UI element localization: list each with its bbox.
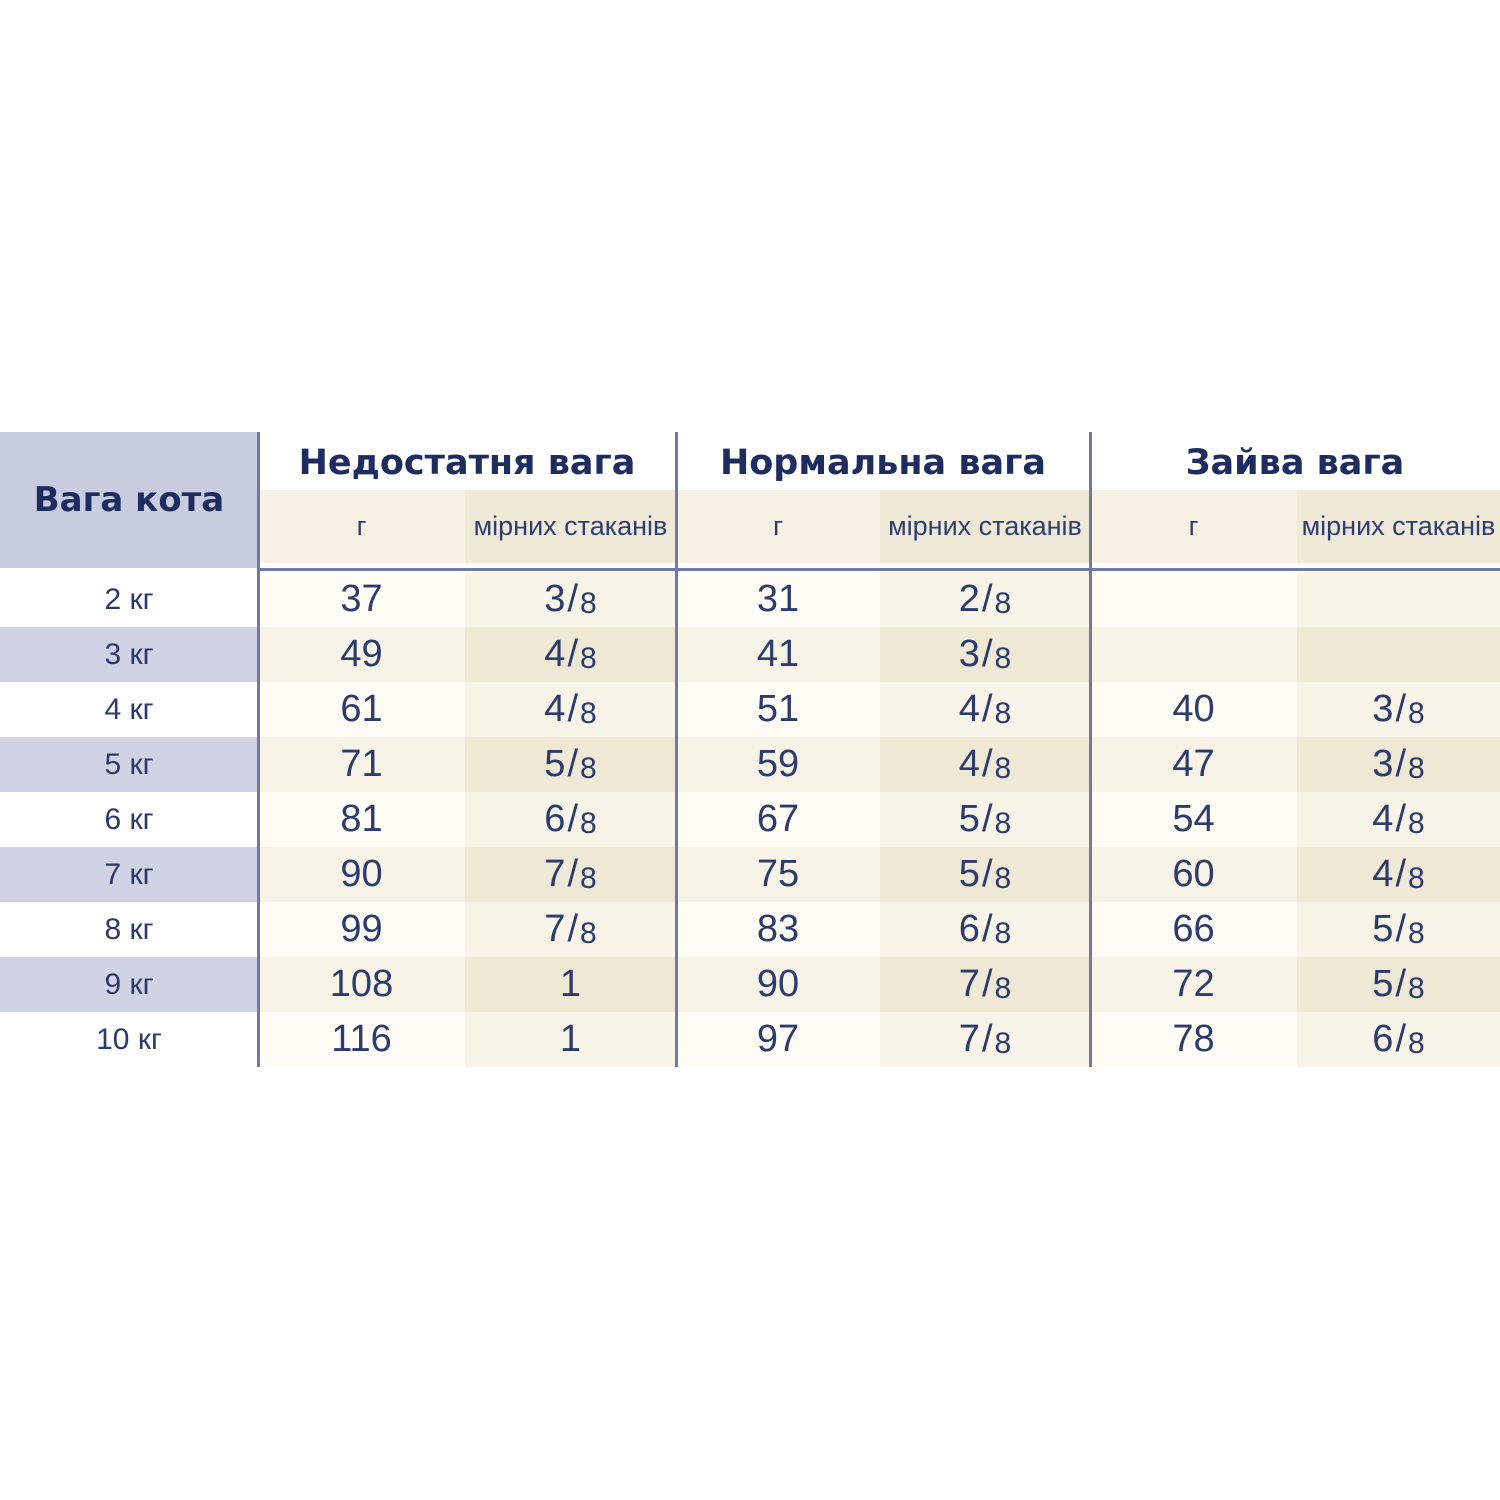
weight-cell: 8 кг (0, 902, 258, 957)
cups-cell: 1 (465, 957, 676, 1012)
cups-cell: 5/8 (880, 847, 1090, 902)
cups-cell: 3/8 (1297, 682, 1500, 737)
grams-cell: 51 (676, 682, 880, 737)
cups-cell: 7/8 (465, 902, 676, 957)
weight-cell: 4 кг (0, 682, 258, 737)
group-header-overweight: Зайва вага г мірних стаканів (1090, 432, 1500, 568)
group-title: Недостатня вага (298, 443, 636, 483)
grams-cell: 59 (676, 737, 880, 792)
column-divider (675, 432, 678, 1067)
group-title: Зайва вага (1185, 443, 1405, 483)
grams-cell: 31 (676, 572, 880, 627)
table-row: 10 кг 116 1 97 7/8 78 6/8 (0, 1012, 1500, 1067)
weight-cell: 9 кг (0, 957, 258, 1012)
grams-cell: 40 (1090, 682, 1297, 737)
table-row: 6 кг 81 6/8 67 5/8 54 4/8 (0, 792, 1500, 847)
grams-cell: 97 (676, 1012, 880, 1067)
column-divider (257, 432, 260, 1067)
cups-cell: 5/8 (1297, 902, 1500, 957)
cups-unit-header: мірних стаканів (1297, 490, 1500, 563)
grams-cell: 37 (258, 572, 465, 627)
cups-cell: 4/8 (465, 627, 676, 682)
cups-cell: 5/8 (1297, 957, 1500, 1012)
grams-cell: 90 (676, 957, 880, 1012)
grams-cell: 116 (258, 1012, 465, 1067)
grams-cell: 61 (258, 682, 465, 737)
header-rule (258, 568, 1500, 571)
cups-cell: 3/8 (465, 572, 676, 627)
cups-cell: 4/8 (880, 737, 1090, 792)
cups-unit-header: мірних стаканів (880, 490, 1090, 563)
grams-cell (1090, 627, 1297, 682)
weight-column-header-label: Вага кота (33, 480, 225, 520)
weight-cell: 6 кг (0, 792, 258, 847)
group-header-underweight: Недостатня вага г мірних стаканів (258, 432, 676, 568)
cups-cell: 6/8 (1297, 1012, 1500, 1067)
cups-cell: 7/8 (880, 957, 1090, 1012)
weight-cell: 10 кг (0, 1012, 258, 1067)
cups-cell: 5/8 (465, 737, 676, 792)
grams-cell: 83 (676, 902, 880, 957)
weight-cell: 3 кг (0, 627, 258, 682)
group-header-normal-weight: Нормальна вага г мірних стаканів (676, 432, 1090, 568)
grams-cell: 90 (258, 847, 465, 902)
table-row: 9 кг 108 1 90 7/8 72 5/8 (0, 957, 1500, 1012)
table-row: 7 кг 90 7/8 75 5/8 60 4/8 (0, 847, 1500, 902)
cups-cell: 4/8 (465, 682, 676, 737)
cups-cell: 4/8 (880, 682, 1090, 737)
weight-cell: 2 кг (0, 572, 258, 627)
grams-cell: 99 (258, 902, 465, 957)
table-header: Вага кота Недостатня вага г мірних стака… (0, 432, 1500, 568)
cups-cell: 5/8 (880, 792, 1090, 847)
table-row: 2 кг 37 3/8 31 2/8 (0, 572, 1500, 627)
cups-unit-header: мірних стаканів (465, 490, 676, 563)
unit-subheader-row: г мірних стаканів (1090, 490, 1500, 563)
table-row: 8 кг 99 7/8 83 6/8 66 5/8 (0, 902, 1500, 957)
grams-cell (1090, 572, 1297, 627)
weight-cell: 5 кг (0, 737, 258, 792)
cups-cell: 7/8 (465, 847, 676, 902)
table-row: 3 кг 49 4/8 41 3/8 (0, 627, 1500, 682)
cups-cell: 4/8 (1297, 792, 1500, 847)
cups-cell (1297, 627, 1500, 682)
grams-cell: 67 (676, 792, 880, 847)
grams-unit-header: г (676, 490, 880, 563)
weight-column-header: Вага кота (0, 432, 258, 568)
grams-cell: 60 (1090, 847, 1297, 902)
feeding-table: Вага кота Недостатня вага г мірних стака… (0, 432, 1500, 1067)
grams-cell: 78 (1090, 1012, 1297, 1067)
table-body: 2 кг 37 3/8 31 2/8 3 кг 49 4/8 41 3/8 4 … (0, 572, 1500, 1067)
grams-cell: 41 (676, 627, 880, 682)
grams-cell: 71 (258, 737, 465, 792)
unit-subheader-row: г мірних стаканів (676, 490, 1090, 563)
cups-cell: 1 (465, 1012, 676, 1067)
grams-cell: 81 (258, 792, 465, 847)
grams-unit-header: г (1090, 490, 1297, 563)
cups-cell: 4/8 (1297, 847, 1500, 902)
grams-cell: 72 (1090, 957, 1297, 1012)
cups-cell: 7/8 (880, 1012, 1090, 1067)
grams-cell: 66 (1090, 902, 1297, 957)
grams-cell: 49 (258, 627, 465, 682)
cups-cell: 3/8 (880, 627, 1090, 682)
cups-cell: 3/8 (1297, 737, 1500, 792)
cups-cell (1297, 572, 1500, 627)
group-title: Нормальна вага (719, 443, 1047, 483)
grams-cell: 75 (676, 847, 880, 902)
column-divider (1089, 432, 1092, 1067)
cups-cell: 6/8 (465, 792, 676, 847)
grams-unit-header: г (258, 490, 465, 563)
table-row: 4 кг 61 4/8 51 4/8 40 3/8 (0, 682, 1500, 737)
cups-cell: 6/8 (880, 902, 1090, 957)
grams-cell: 108 (258, 957, 465, 1012)
weight-cell: 7 кг (0, 847, 258, 902)
cups-cell: 2/8 (880, 572, 1090, 627)
table-row: 5 кг 71 5/8 59 4/8 47 3/8 (0, 737, 1500, 792)
unit-subheader-row: г мірних стаканів (258, 490, 676, 563)
grams-cell: 47 (1090, 737, 1297, 792)
grams-cell: 54 (1090, 792, 1297, 847)
